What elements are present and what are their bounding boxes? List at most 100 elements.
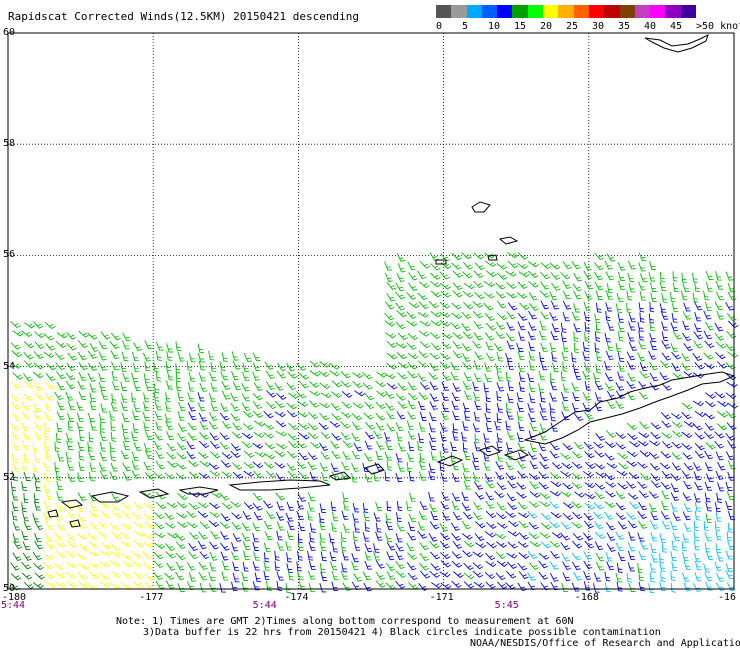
wind-barb: [725, 570, 734, 580]
wind-barb: [121, 412, 130, 423]
wind-barb: [395, 291, 406, 300]
wind-barb: [670, 483, 680, 493]
wind-barb: [584, 321, 590, 332]
wind-barb: [319, 412, 330, 421]
wind-barb: [198, 561, 208, 571]
wind-barb: [395, 570, 407, 578]
wind-barb: [308, 400, 320, 408]
wind-barb: [386, 382, 398, 390]
wind-barb: [263, 552, 270, 563]
wind-barb: [517, 442, 526, 452]
wind-barb: [329, 533, 335, 544]
wind-barb: [209, 511, 221, 518]
wind-barb: [153, 391, 160, 402]
wind-barb: [584, 380, 591, 391]
wind-barb: [100, 550, 112, 557]
wind-barb: [670, 551, 677, 561]
wind-barb: [605, 271, 615, 281]
wind-barb: [208, 572, 216, 582]
wind-barb: [220, 542, 230, 551]
wind-barb: [408, 582, 419, 590]
wind-barb: [582, 470, 594, 478]
wind-barb: [10, 422, 20, 432]
wind-barb: [34, 341, 45, 349]
wind-barb: [453, 571, 464, 578]
wind-barb: [683, 343, 693, 352]
wind-barb: [33, 473, 41, 483]
wind-barb: [527, 413, 536, 422]
wind-barb: [230, 392, 239, 402]
wind-barb: [681, 290, 688, 301]
wind-barb: [221, 452, 233, 460]
wind-barb: [540, 512, 552, 521]
wind-barb: [110, 402, 118, 412]
wind-barb: [208, 520, 220, 528]
wind-barb: [626, 422, 638, 430]
wind-barb: [362, 532, 370, 542]
wind-barb: [648, 583, 655, 594]
wind-barb: [727, 460, 736, 470]
wind-barb: [54, 441, 60, 452]
wind-barb: [154, 401, 162, 411]
wind-barb: [561, 351, 569, 361]
wind-barb: [298, 372, 310, 380]
wind-barb: [717, 482, 725, 492]
longitude-label: -180: [2, 592, 27, 603]
wind-barb: [232, 533, 242, 542]
wind-barb: [98, 530, 109, 539]
wind-barb: [210, 402, 218, 412]
wind-barb: [638, 252, 647, 262]
wind-barb: [419, 320, 431, 327]
wind-barb: [143, 502, 155, 510]
wind-barb: [704, 572, 713, 582]
wind-barb: [266, 401, 277, 410]
wind-barb: [594, 271, 604, 281]
wind-barb: [637, 481, 648, 489]
wind-barb: [309, 390, 321, 397]
wind-barb: [24, 380, 35, 389]
wind-barb: [87, 412, 95, 423]
wind-barb: [264, 442, 276, 450]
wind-barb: [407, 552, 418, 560]
wind-barb: [417, 440, 423, 451]
wind-barb: [474, 262, 485, 271]
wind-barb: [111, 370, 118, 381]
wind-barb: [33, 562, 44, 571]
wind-barb: [650, 473, 661, 482]
wind-barb: [319, 442, 329, 451]
wind-barb: [506, 493, 517, 502]
wind-barb: [595, 471, 607, 478]
wind-barb: [726, 422, 737, 430]
wind-barb: [551, 351, 558, 362]
wind-barb: [430, 263, 441, 271]
wind-barb: [23, 492, 29, 504]
wind-barb: [715, 291, 725, 301]
wind-barb: [155, 450, 165, 459]
wind-barb: [660, 411, 672, 420]
wind-barb: [122, 471, 132, 481]
wind-barb: [220, 460, 232, 468]
wind-barb: [197, 402, 206, 412]
wind-barb: [506, 410, 514, 420]
wind-barb: [329, 561, 338, 571]
wind-barb: [10, 401, 21, 410]
wind-barb: [419, 341, 431, 349]
wind-barb: [507, 393, 514, 403]
wind-barb: [274, 450, 286, 458]
wind-barb: [98, 340, 108, 350]
wind-barb: [178, 401, 186, 411]
wind-barb: [606, 561, 615, 571]
wind-barb: [154, 542, 166, 549]
wind-barb: [429, 362, 439, 371]
wind-barb: [594, 392, 603, 402]
wind-barb: [67, 352, 78, 361]
wind-barb: [430, 511, 439, 521]
wind-barb: [550, 272, 561, 280]
wind-barb: [604, 452, 615, 461]
wind-barb: [33, 410, 42, 420]
wind-barb: [166, 502, 178, 509]
wind-barb: [429, 412, 437, 422]
wind-barb: [484, 332, 495, 341]
wind-barb: [253, 382, 263, 391]
wind-barb: [88, 471, 96, 482]
